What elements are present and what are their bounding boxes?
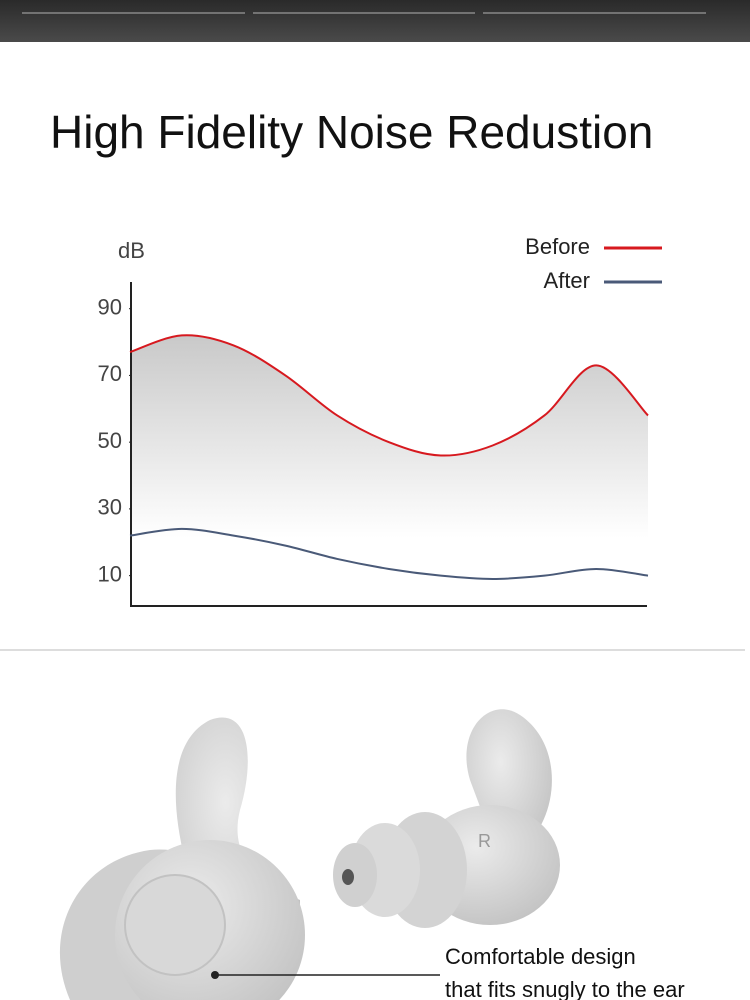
y-tick-label: 70 — [98, 361, 122, 386]
caption-line: Comfortable design — [445, 944, 636, 969]
caption-line: that fits snugly to the ear — [445, 977, 685, 1000]
top-bar — [0, 0, 750, 42]
earplug-tip — [333, 843, 377, 907]
page-title: High Fidelity Noise Redustion — [50, 106, 653, 158]
line-series — [129, 527, 649, 580]
y-tick-label: 30 — [98, 495, 122, 520]
area-shade — [130, 335, 648, 606]
earplug-cap — [124, 874, 226, 976]
y-tick-label: 50 — [98, 428, 122, 453]
y-axis-label: dB — [118, 238, 145, 263]
earplug-letter: R — [478, 831, 491, 851]
earplug-left — [59, 717, 305, 1000]
y-tick-label: 90 — [98, 295, 122, 320]
legend-label: Before — [525, 234, 590, 259]
line-series — [129, 334, 649, 457]
earplug-right: R — [333, 709, 560, 928]
y-tick-label: 10 — [98, 561, 122, 586]
chart: dB 10 30 50 70 90 Before After — [98, 234, 662, 607]
earplug-hole — [342, 869, 354, 885]
legend-label: After — [544, 268, 590, 293]
